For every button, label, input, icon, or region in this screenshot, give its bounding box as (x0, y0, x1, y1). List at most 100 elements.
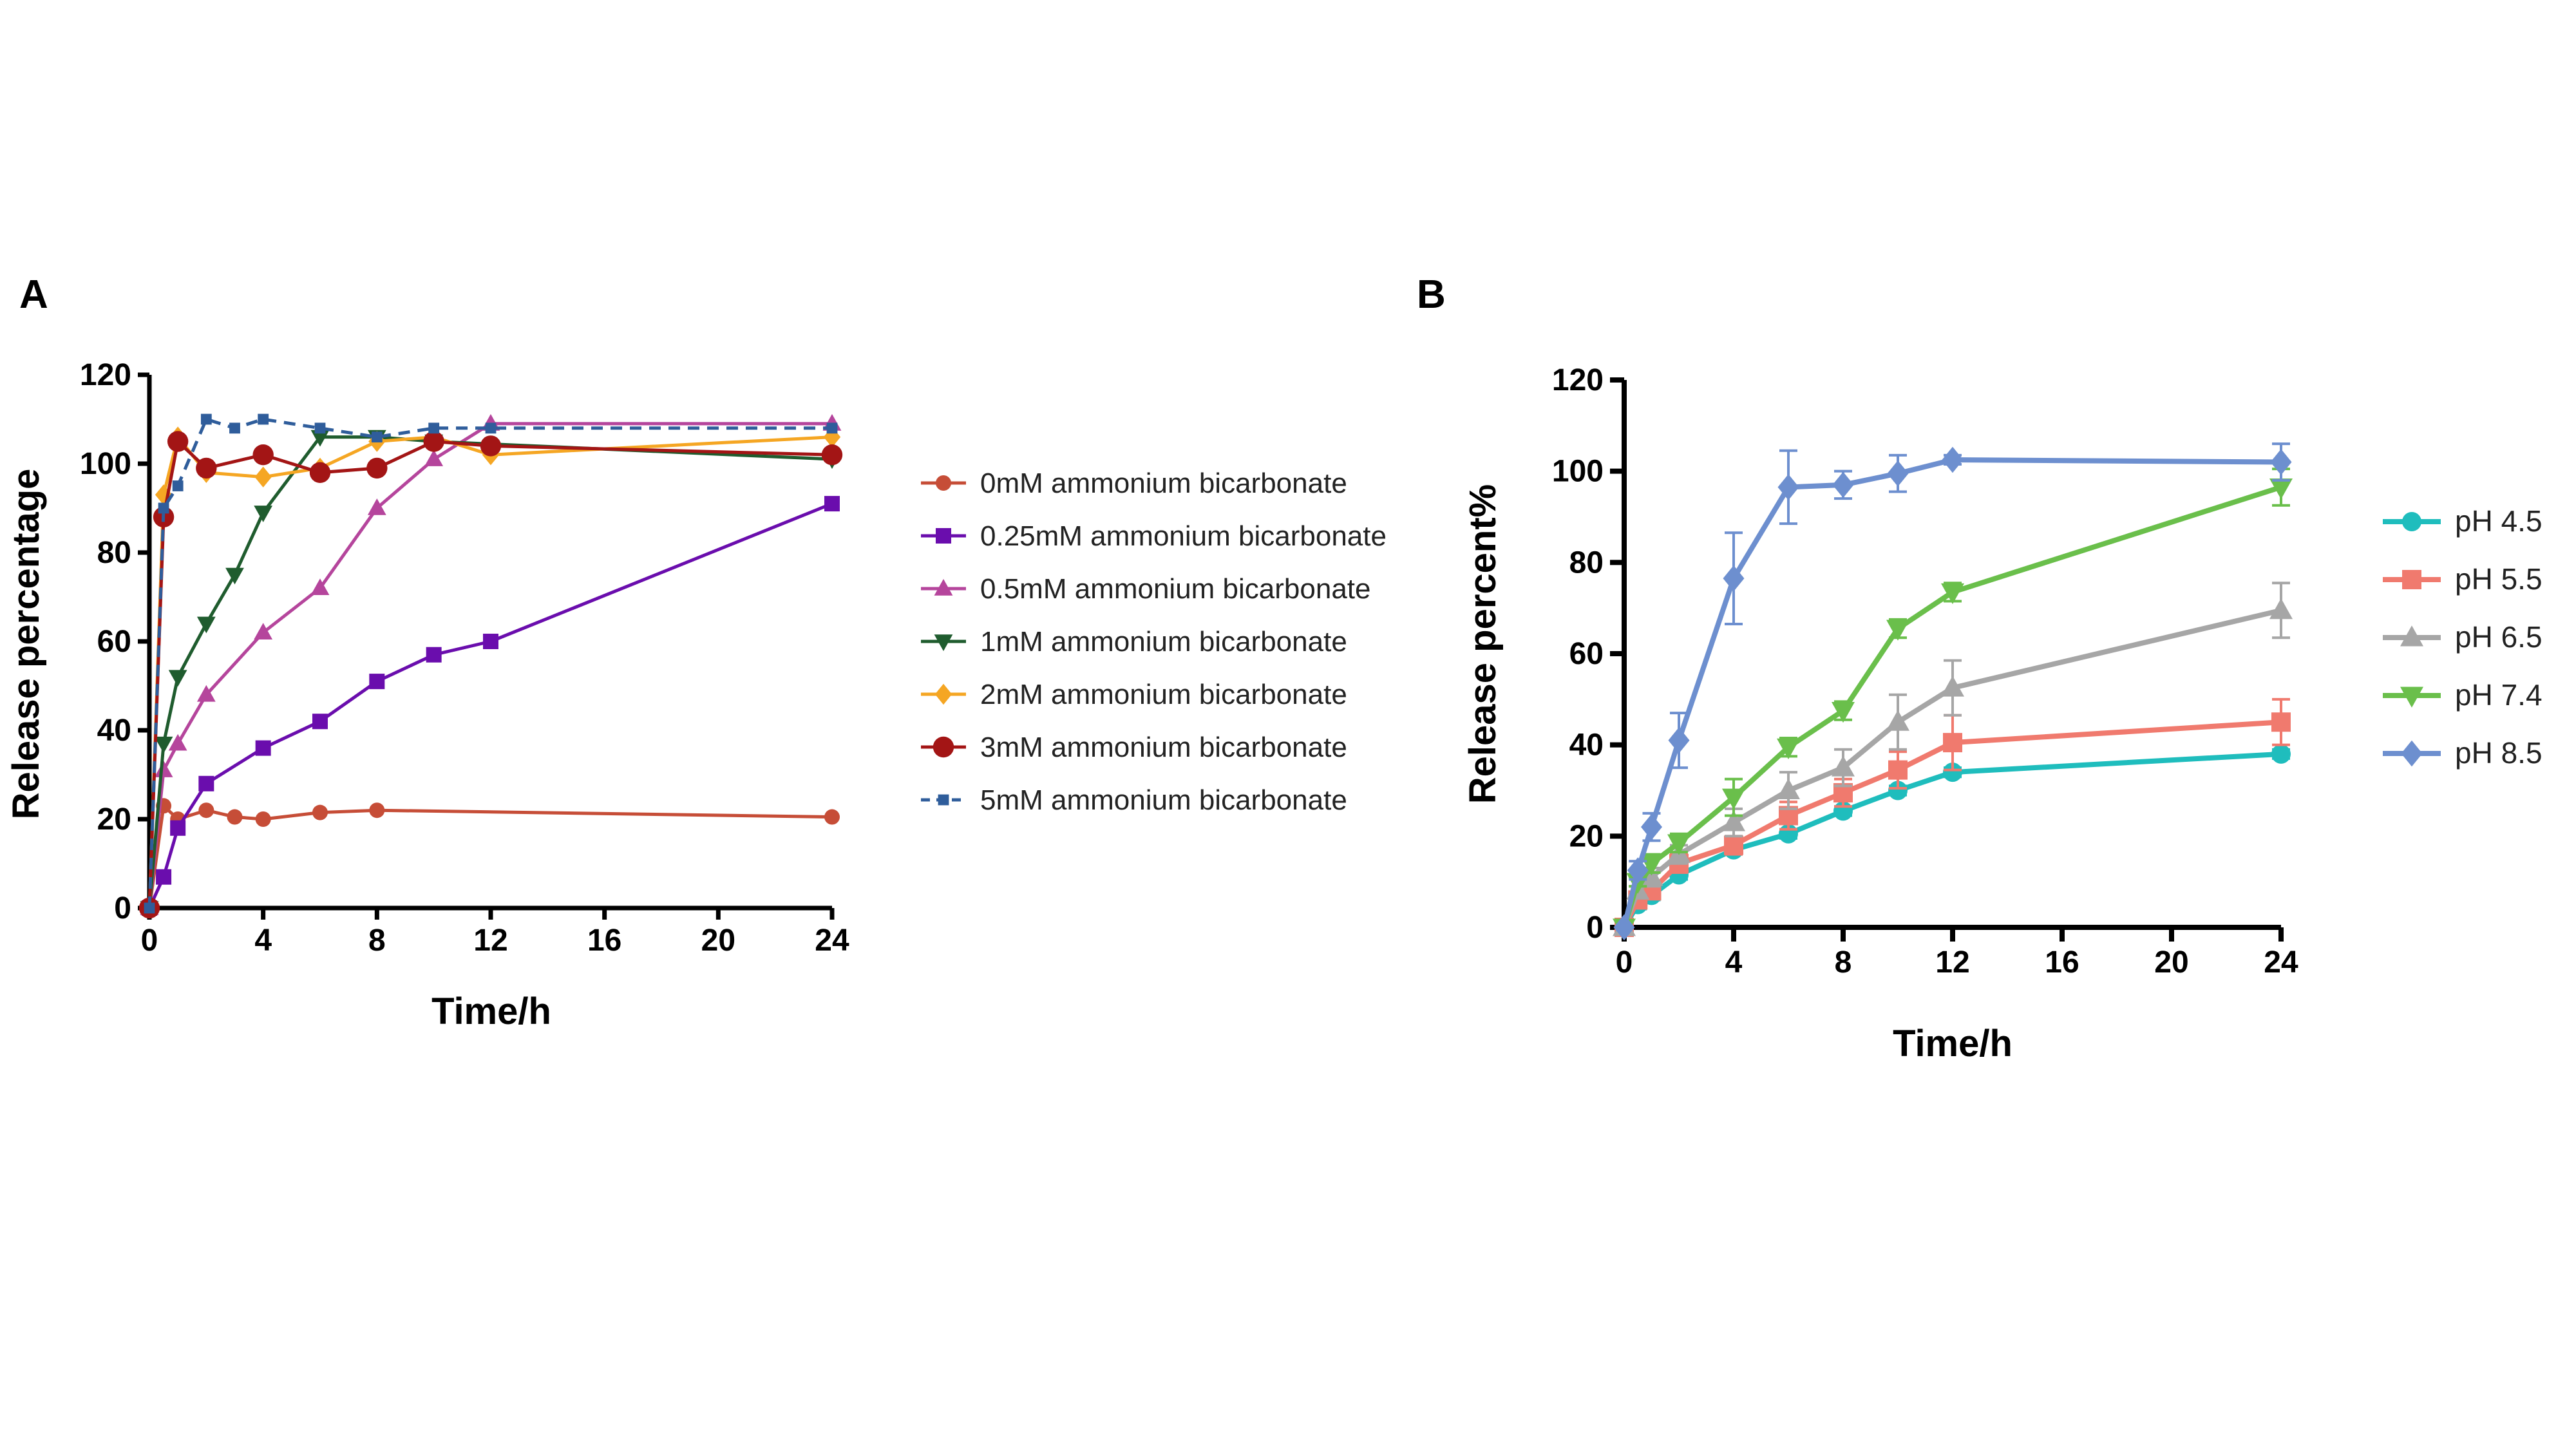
a-legend-item: 0mM ammonium bicarbonate (921, 468, 1347, 499)
panel-b-y-axis-title: Release percent% (1462, 484, 1504, 804)
b-series-2-point (1832, 755, 1855, 777)
a-series-4-point (155, 484, 173, 506)
b-series-1-point (1724, 835, 1743, 855)
b-series-4 (1613, 442, 2292, 941)
b-series-4-point (1723, 565, 1745, 592)
b-series-1 (1615, 697, 2291, 937)
a-series-1-point (198, 775, 214, 791)
a-series-2-point (310, 578, 330, 595)
b-y-tick-label: 60 (1569, 637, 1604, 671)
a-series-2-point (367, 498, 386, 515)
a-series-6-point (172, 480, 184, 491)
a-series-0-point (255, 811, 271, 827)
a-x-tick-label: 24 (815, 923, 849, 958)
b-legend-swatch-marker (2402, 570, 2421, 589)
b-legend-swatch-marker (2401, 740, 2423, 767)
a-x-tick-label: 4 (254, 923, 272, 958)
a-series-6-point (258, 413, 269, 425)
a-series-5-point (252, 444, 274, 466)
a-series-1-point (824, 496, 840, 512)
a-legend-item: 3mM ammonium bicarbonate (921, 732, 1347, 763)
a-y-tick-label: 20 (97, 802, 131, 837)
b-series-3-point (1832, 702, 1855, 723)
a-series-1-line (147, 502, 833, 909)
a-series-1-point (312, 714, 328, 730)
panel-a-axes: 0 20 40 60 80 100 120 0 4 8 12 16 20 24 (80, 358, 849, 958)
b-series-4-point (1887, 460, 1909, 487)
a-y-tick-label: 100 (80, 447, 131, 481)
b-series-3-point (1667, 834, 1690, 855)
a-series-3 (140, 430, 842, 918)
a-series-5-point (167, 431, 189, 452)
b-series-3-point (1777, 738, 1800, 759)
b-legend-swatch-marker (2400, 687, 2423, 708)
a-y-tick-label: 0 (114, 891, 131, 925)
b-legend-label: pH 5.5 (2455, 562, 2543, 596)
b-series-4-point (1942, 446, 1964, 473)
a-legend-label: 2mM ammonium bicarbonate (980, 679, 1347, 710)
a-series-3-point (168, 670, 187, 687)
a-series-1-point (369, 674, 385, 690)
b-y-tick-label: 100 (1552, 455, 1604, 489)
b-legend-item: pH 4.5 (2383, 504, 2543, 538)
a-legend-label: 5mM ammonium bicarbonate (980, 784, 1347, 816)
a-legend-swatch-marker (936, 528, 951, 544)
a-legend-swatch-marker (936, 475, 951, 491)
a-series-1-point (170, 820, 186, 836)
a-series-5-point (196, 457, 217, 479)
b-series-4-point (1777, 474, 1799, 500)
panel-b-axes: 0 20 40 60 80 100 120 0 4 8 12 16 20 24 (1552, 363, 2298, 980)
panel-b-x-axis-title: Time/h (1893, 1023, 2012, 1065)
b-legend-label: pH 4.5 (2455, 504, 2543, 538)
b-y-tick-label: 20 (1569, 819, 1604, 853)
panel-b-plot-area (1613, 442, 2293, 941)
a-series-3-point (225, 567, 244, 585)
panel-a-plot-area (138, 413, 843, 919)
a-legend-swatch-marker (934, 634, 953, 651)
a-series-6-line (147, 417, 832, 909)
b-legend-item: pH 5.5 (2383, 562, 2543, 596)
panel-a: A 0 20 40 60 80 100 120 0 4 8 12 16 20 24 Time/h Rele… (5, 272, 1387, 1032)
a-series-6-point (314, 422, 326, 434)
b-series-1-point (1888, 760, 1908, 780)
a-series-5-point (821, 444, 843, 466)
a-series-5-line (147, 440, 833, 909)
a-series-1-point (483, 634, 498, 649)
b-series-3-point (1886, 620, 1909, 641)
a-legend-item: 0.25mM ammonium bicarbonate (921, 520, 1387, 552)
a-series-2-point (254, 623, 273, 639)
a-series-0-point (227, 809, 243, 825)
b-y-tick-label: 80 (1569, 545, 1604, 580)
b-series-2-point (2269, 598, 2293, 620)
a-x-tick-label: 0 (141, 923, 158, 958)
a-series-3-point (310, 430, 330, 447)
b-series-4-point (1641, 813, 1662, 840)
a-series-6-point (200, 413, 212, 425)
b-legend-item: pH 8.5 (2383, 736, 2543, 770)
b-series-0-point (1888, 781, 1908, 800)
panel-b-legend: pH 4.5 pH 5.5 pH 6.5 pH 7.4 pH 8.5 (2383, 504, 2543, 770)
a-series-2-line (147, 422, 832, 909)
a-series-5 (138, 431, 843, 919)
a-legend-swatch-marker (938, 794, 949, 806)
a-legend-item: 5mM ammonium bicarbonate (921, 784, 1347, 816)
b-x-tick-label: 12 (1935, 945, 1969, 980)
panel-b-label: B (1417, 272, 1446, 317)
panel-a-label: A (19, 272, 48, 317)
a-series-0-point (824, 809, 840, 825)
b-y-tick-label: 0 (1586, 911, 1604, 945)
a-series-0-point (369, 802, 385, 819)
b-y-tick-label: 40 (1569, 728, 1604, 762)
a-series-6-point (485, 422, 497, 434)
a-series-0 (142, 798, 840, 916)
panel-b: B 0 20 40 60 80 100 120 0 4 8 12 16 20 24 Time/h Rele… (1417, 272, 2543, 1065)
b-series-2-point (1941, 676, 1964, 697)
a-series-6-point (229, 422, 240, 434)
b-x-tick-label: 8 (1835, 945, 1852, 980)
a-series-2-point (424, 450, 444, 466)
b-series-1-point (1943, 733, 1962, 753)
b-series-4-point (1832, 471, 1854, 498)
a-series-2-point (154, 761, 173, 777)
b-legend-item: pH 7.4 (2383, 678, 2543, 712)
